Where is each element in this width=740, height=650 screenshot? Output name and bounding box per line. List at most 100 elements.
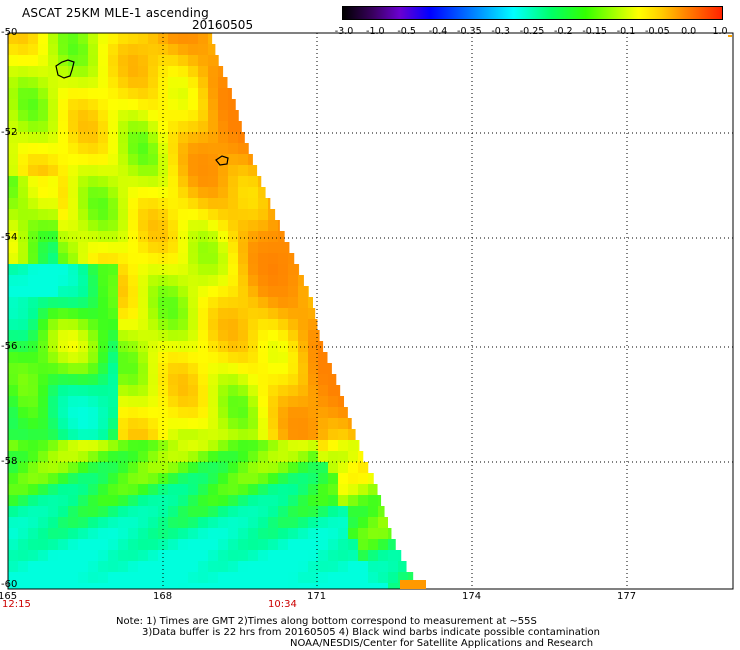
swath-cell <box>138 297 149 309</box>
swath-cell <box>8 88 19 100</box>
swath-cell <box>328 462 339 474</box>
swath-cell <box>148 352 159 364</box>
swath-cell <box>188 176 199 188</box>
swath-cell <box>78 561 89 573</box>
swath-cell <box>288 341 299 353</box>
swath-cell <box>128 176 139 188</box>
swath-cell <box>248 264 259 276</box>
swath-cell <box>258 374 269 386</box>
swath-cell <box>78 44 89 56</box>
swath-cell <box>218 286 229 298</box>
swath-cell <box>368 473 374 485</box>
swath-cell <box>288 572 299 584</box>
swath-cell <box>68 308 79 320</box>
swath-cell <box>228 418 239 430</box>
swath-cell <box>128 506 139 518</box>
swath-cell <box>178 242 189 254</box>
swath-cell <box>188 143 199 155</box>
swath-cell <box>168 506 179 518</box>
swath-cell <box>68 99 79 111</box>
swath-cell <box>268 440 279 452</box>
swath-cell <box>178 330 189 342</box>
swath-cell <box>238 374 249 386</box>
swath-cell <box>258 396 269 408</box>
swath-cell <box>18 209 29 221</box>
swath-cell <box>108 66 119 78</box>
swath-cell <box>308 363 319 375</box>
swath-cell <box>168 330 179 342</box>
swath-cell <box>288 352 299 364</box>
swath-cell <box>128 121 139 133</box>
swath-cell <box>108 275 119 287</box>
swath-cell <box>78 286 89 298</box>
swath-cell <box>228 539 239 551</box>
swath-cell <box>238 451 249 463</box>
swath-cell <box>198 330 209 342</box>
swath-cell <box>278 517 289 529</box>
swath-cell <box>218 110 229 122</box>
swath-cell <box>138 451 149 463</box>
swath-cell <box>208 99 219 111</box>
swath-cell <box>338 484 349 496</box>
swath-cell <box>88 187 99 199</box>
swath-cell <box>108 396 119 408</box>
swath-cell <box>288 506 299 518</box>
swath-cell <box>78 143 89 155</box>
swath-cell <box>268 308 279 320</box>
swath-cell <box>78 506 89 518</box>
swath-cell <box>168 209 179 221</box>
swath-cell <box>138 484 149 496</box>
swath-cell <box>228 121 239 133</box>
swath-cell <box>78 220 89 232</box>
swath-cell <box>168 88 179 100</box>
swath-cell <box>88 132 99 144</box>
swath-cell <box>138 286 149 298</box>
swath-cell <box>248 209 259 221</box>
swath-cell <box>78 209 89 221</box>
swath-cell <box>98 220 109 232</box>
swath-cell <box>308 396 319 408</box>
swath-cell <box>218 154 229 166</box>
swath-cell <box>168 385 179 397</box>
swath-cell <box>138 165 149 177</box>
swath-cell <box>128 88 139 100</box>
swath-cell <box>198 275 209 287</box>
swath-cell <box>338 407 348 419</box>
swath-cell <box>158 506 169 518</box>
swath-cell <box>138 319 149 331</box>
swath-cell <box>28 418 39 430</box>
swath-cell <box>368 572 379 584</box>
swath-cell <box>168 264 179 276</box>
swath-cell <box>108 121 119 133</box>
swath-cell <box>318 517 329 529</box>
swath-cell <box>98 66 109 78</box>
swath-cell <box>298 429 309 441</box>
swath-cell <box>178 528 189 540</box>
colorbar-label: 0.0 <box>681 26 697 37</box>
swath-cell <box>18 132 29 144</box>
swath-cell <box>78 55 89 67</box>
swath-edge-cell <box>400 580 426 589</box>
swath-cell <box>338 528 349 540</box>
swath-cell <box>228 220 239 232</box>
swath-cell <box>118 495 129 507</box>
swath-cell <box>258 286 269 298</box>
swath-cell <box>168 187 179 199</box>
swath-cell <box>208 187 219 199</box>
swath-cell <box>358 495 369 507</box>
swath-cell <box>58 275 69 287</box>
swath-cell <box>48 286 59 298</box>
swath-cell <box>28 209 39 221</box>
swath-cell <box>158 550 169 562</box>
swath-cell <box>268 231 279 243</box>
swath-cell <box>68 451 79 463</box>
swath-cell <box>218 484 229 496</box>
swath-cell <box>248 385 259 397</box>
swath-cell <box>188 220 199 232</box>
swath-cell <box>138 154 149 166</box>
swath-cell <box>328 440 339 452</box>
swath-cell <box>308 506 319 518</box>
swath-cell <box>268 572 279 584</box>
swath-cell <box>48 583 59 590</box>
swath-cell <box>198 110 209 122</box>
